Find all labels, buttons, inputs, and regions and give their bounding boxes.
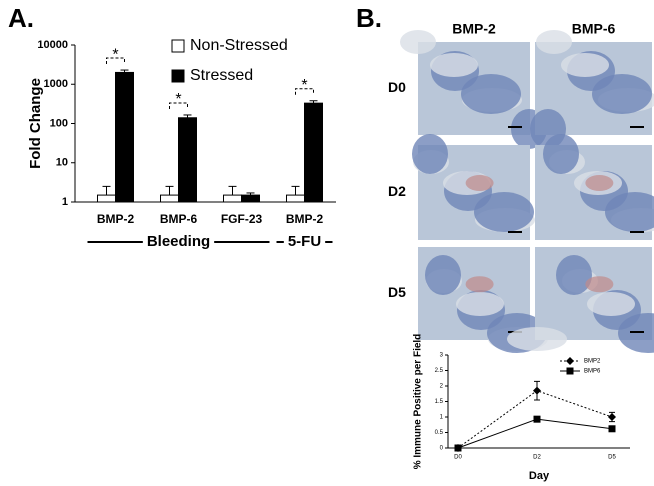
error-bar — [246, 192, 255, 196]
legend-label: BMP2 — [584, 359, 601, 365]
annotation: * — [112, 46, 118, 63]
x-tick-label: BMP-6 — [160, 212, 198, 226]
tissue — [425, 255, 461, 295]
y-tick-label: 1 — [62, 196, 68, 208]
marker — [608, 425, 616, 433]
x-axis-label: Day — [529, 470, 550, 482]
tissue — [456, 292, 504, 316]
y-axis-label: % Immune Positive per Field — [413, 334, 424, 470]
x-tick-label: FGF-23 — [221, 212, 263, 226]
bar — [223, 194, 242, 203]
marker — [608, 413, 616, 421]
error-bar — [102, 185, 111, 196]
tissue — [592, 74, 652, 114]
bar — [304, 102, 323, 203]
annotation: * — [301, 77, 307, 94]
x-tick-label: D0 — [454, 455, 462, 461]
column-label: BMP-2 — [452, 21, 496, 37]
stain — [585, 276, 614, 293]
bar — [178, 117, 197, 203]
marker — [533, 386, 541, 395]
tissue — [400, 30, 436, 54]
legend-label: BMP6 — [584, 369, 601, 375]
y-tick-label: 0.5 — [435, 430, 444, 436]
significance-bracket — [169, 102, 188, 109]
stain — [465, 276, 494, 293]
tissue — [507, 327, 567, 351]
panel-label: A. — [8, 3, 34, 33]
row-label: D5 — [388, 284, 406, 300]
row-label: D0 — [388, 79, 406, 95]
y-axis-label: Fold Change — [27, 78, 44, 169]
bar — [241, 194, 260, 203]
legend-swatch — [171, 69, 185, 83]
marker — [533, 415, 541, 423]
error-bar — [120, 69, 129, 73]
error-bar — [165, 185, 174, 196]
bar — [97, 194, 116, 203]
line — [457, 418, 613, 449]
marker — [566, 357, 574, 365]
panel-label: B. — [356, 3, 382, 33]
tissue — [430, 53, 478, 77]
x-tick-label: D5 — [608, 455, 616, 461]
stain — [465, 175, 494, 191]
column-label: BMP-6 — [572, 21, 616, 37]
tissue — [474, 192, 534, 232]
tissue — [543, 134, 579, 174]
significance-bracket — [106, 57, 125, 65]
tissue — [561, 53, 609, 77]
bar — [160, 194, 179, 203]
tissue — [412, 134, 448, 174]
group-label: 5-FU — [288, 233, 321, 250]
marker — [566, 367, 574, 375]
x-tick-label: BMP-2 — [286, 212, 324, 226]
y-tick-label: 10 — [56, 157, 68, 169]
legend-label: Stressed — [190, 67, 253, 84]
error-bar — [309, 100, 318, 104]
significance-bracket — [295, 88, 314, 95]
legend-swatch — [171, 39, 185, 53]
error-bar — [183, 114, 192, 118]
y-tick-label: 2 — [440, 384, 444, 390]
legend-label: Non-Stressed — [190, 37, 288, 54]
tissue — [587, 292, 635, 316]
x-tick-label: BMP-2 — [97, 212, 135, 226]
y-tick-label: 1000 — [44, 78, 68, 90]
tissue — [461, 74, 521, 114]
marker — [454, 444, 462, 452]
annotation: * — [175, 91, 181, 108]
y-tick-label: 0 — [440, 446, 444, 452]
y-tick-label: 2.5 — [435, 368, 444, 374]
bar — [115, 71, 134, 203]
x-tick-label: D2 — [533, 455, 541, 461]
y-tick-label: 1.5 — [435, 399, 444, 405]
y-tick-label: 10000 — [37, 39, 68, 51]
y-tick-label: 100 — [50, 117, 68, 129]
group-label: Bleeding — [147, 233, 210, 250]
tissue — [556, 255, 592, 295]
y-tick-label: 3 — [440, 353, 444, 359]
error-bar — [291, 185, 300, 196]
bar — [286, 194, 305, 203]
tissue — [605, 192, 654, 232]
row-label: D2 — [388, 183, 406, 199]
tissue — [536, 30, 572, 54]
error-bar — [228, 185, 237, 196]
y-tick-label: 1 — [440, 415, 444, 421]
stain — [585, 175, 614, 191]
